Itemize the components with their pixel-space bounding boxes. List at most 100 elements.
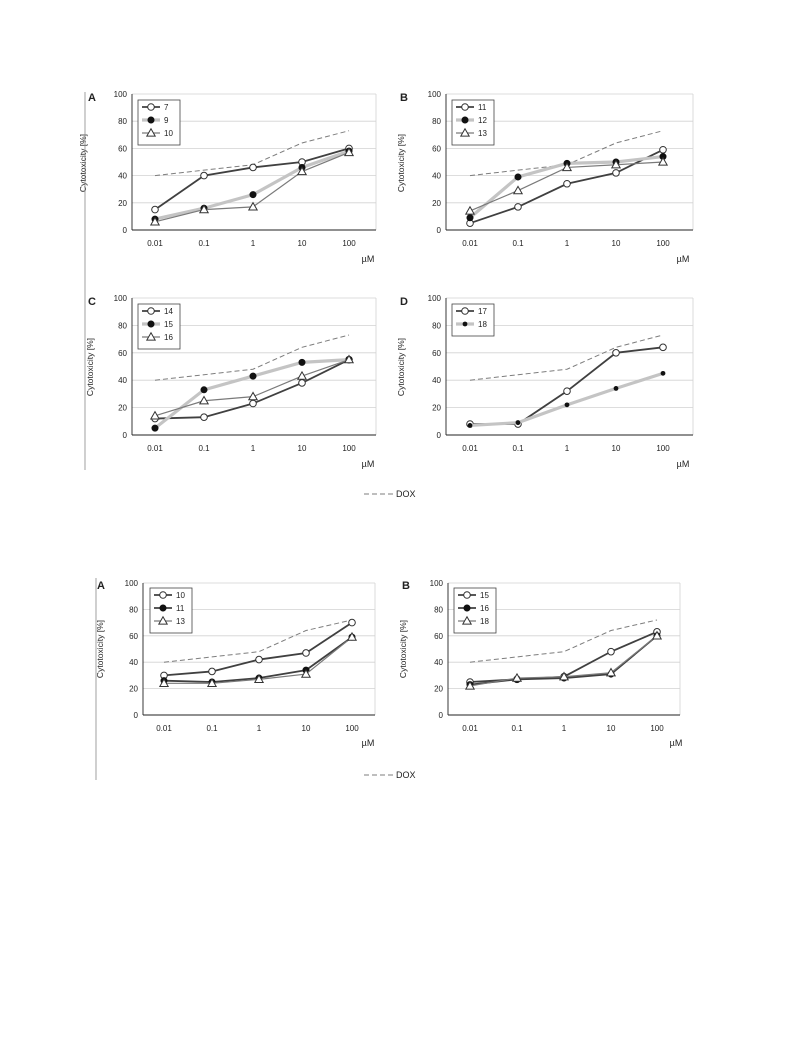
legend-label: 9 <box>164 116 169 125</box>
legend-marker <box>145 127 157 137</box>
data-point-7 <box>200 171 208 180</box>
y-tick-label: 100 <box>114 90 128 99</box>
y-tick-label: 40 <box>432 172 441 181</box>
legend-label: 18 <box>478 320 487 329</box>
chart-panel-4: 0 20 40 60 80 100 0.01 0.1 1 10 100 Cytotoxicity [%… <box>396 294 694 469</box>
legend-label: 11 <box>478 103 487 112</box>
x-tick-label: 0.1 <box>512 444 524 453</box>
data-point-11 <box>514 203 522 211</box>
x-tick-label: 10 <box>607 724 616 733</box>
y-tick-label: 100 <box>125 579 139 588</box>
y-tick-label: 40 <box>118 172 127 181</box>
legend-marker <box>461 116 469 124</box>
x-tick-label: 100 <box>656 444 670 453</box>
data-point-18 <box>515 420 521 426</box>
legend-marker <box>462 321 468 327</box>
x-tick-label: 0.01 <box>147 239 163 248</box>
legend-marker <box>463 604 471 612</box>
legend-label: 13 <box>176 617 185 626</box>
data-point-10 <box>296 166 308 176</box>
x-tick-label: 1 <box>565 239 570 248</box>
chart-panel-5: 0 20 40 60 80 100 0.01 0.1 1 10 100 Cytotoxicity [%… <box>95 579 376 748</box>
legend-marker <box>147 116 155 124</box>
data-point-13 <box>158 678 170 687</box>
x-tick-label: 100 <box>345 724 359 733</box>
x-tick-label: 10 <box>298 444 307 453</box>
data-point-11 <box>563 179 571 188</box>
data-point-10 <box>198 204 210 214</box>
x-tick-label: 1 <box>565 444 570 453</box>
data-point-9 <box>249 191 257 199</box>
x-tick-label: 100 <box>342 444 356 453</box>
y-axis-label: Cytotoxicity [%] <box>78 134 88 192</box>
y-tick-label: 0 <box>123 431 128 440</box>
data-point-12 <box>466 214 474 222</box>
y-tick-label: 100 <box>114 294 128 303</box>
data-point-18 <box>651 630 663 640</box>
data-point-7 <box>151 205 159 214</box>
x-axis-unit-label: µM <box>677 254 690 264</box>
legend-marker <box>147 103 155 111</box>
legend-marker <box>159 591 167 599</box>
data-point-13 <box>561 162 573 172</box>
series-line-7 <box>154 147 350 211</box>
data-point-18 <box>660 370 666 376</box>
legend-marker <box>147 307 155 315</box>
data-point-16 <box>247 391 259 401</box>
data-point-14 <box>200 413 208 421</box>
legend-label: 12 <box>478 116 487 125</box>
x-tick-label: 10 <box>612 239 621 248</box>
legend-label: 17 <box>478 307 487 316</box>
y-tick-label: 0 <box>123 226 128 235</box>
x-tick-label: 0.1 <box>512 239 524 248</box>
data-point-15 <box>607 647 615 656</box>
series-line-dox <box>163 619 353 663</box>
x-axis-unit-label: µM <box>677 459 690 469</box>
y-tick-label: 80 <box>118 117 127 126</box>
y-axis-label: Cytotoxicity [%] <box>95 620 105 678</box>
data-point-16 <box>343 354 355 364</box>
data-point-17 <box>563 387 571 395</box>
y-tick-label: 100 <box>430 579 444 588</box>
chart-panel-3: 0 20 40 60 80 100 0.01 0.1 1 10 100 Cytotoxicity [%… <box>85 294 377 469</box>
y-tick-label: 0 <box>437 431 442 440</box>
series-line-dox <box>154 334 350 381</box>
legend-label: 13 <box>478 129 487 138</box>
y-axis-label: Cytotoxicity [%] <box>85 338 95 396</box>
data-point-13 <box>253 674 265 684</box>
panel-letter: B <box>402 580 410 592</box>
chart-panel-1: 0 20 40 60 80 100 0.01 0.1 1 10 100 Cytotoxicity [%… <box>78 90 377 264</box>
legend-marker <box>461 103 469 111</box>
data-point-12 <box>514 173 522 181</box>
x-tick-label: 0.1 <box>206 724 218 733</box>
legend-label: 15 <box>164 320 173 329</box>
data-point-18 <box>511 672 523 682</box>
data-point-10 <box>348 618 356 627</box>
x-tick-label: 0.01 <box>156 724 172 733</box>
legend-label: 10 <box>164 129 173 138</box>
x-tick-label: 10 <box>302 724 311 733</box>
x-axis-unit-label: µM <box>362 738 375 748</box>
y-tick-label: 20 <box>118 199 127 208</box>
y-tick-label: 40 <box>129 658 138 667</box>
data-point-13 <box>657 156 669 166</box>
legend-label: 14 <box>164 307 173 316</box>
x-tick-label: 0.1 <box>511 724 523 733</box>
data-point-16 <box>296 370 308 380</box>
data-point-14 <box>249 399 257 408</box>
x-tick-label: 100 <box>656 239 670 248</box>
data-point-10 <box>247 201 259 211</box>
series-line-dox <box>469 619 658 663</box>
x-axis-unit-label: µM <box>362 459 375 469</box>
x-tick-label: 10 <box>612 444 621 453</box>
data-point-10 <box>343 147 355 157</box>
legend-box <box>451 303 495 337</box>
panel-letter: C <box>88 296 96 308</box>
y-tick-label: 20 <box>118 404 127 413</box>
panel-letter: B <box>400 92 408 104</box>
y-axis-label: Cytotoxicity [%] <box>396 134 406 192</box>
data-point-11 <box>612 169 620 177</box>
y-tick-label: 60 <box>432 144 441 153</box>
chart-panel-2: 0 20 40 60 80 100 0.01 0.1 1 10 100 Cytotoxicity [%… <box>396 90 694 264</box>
